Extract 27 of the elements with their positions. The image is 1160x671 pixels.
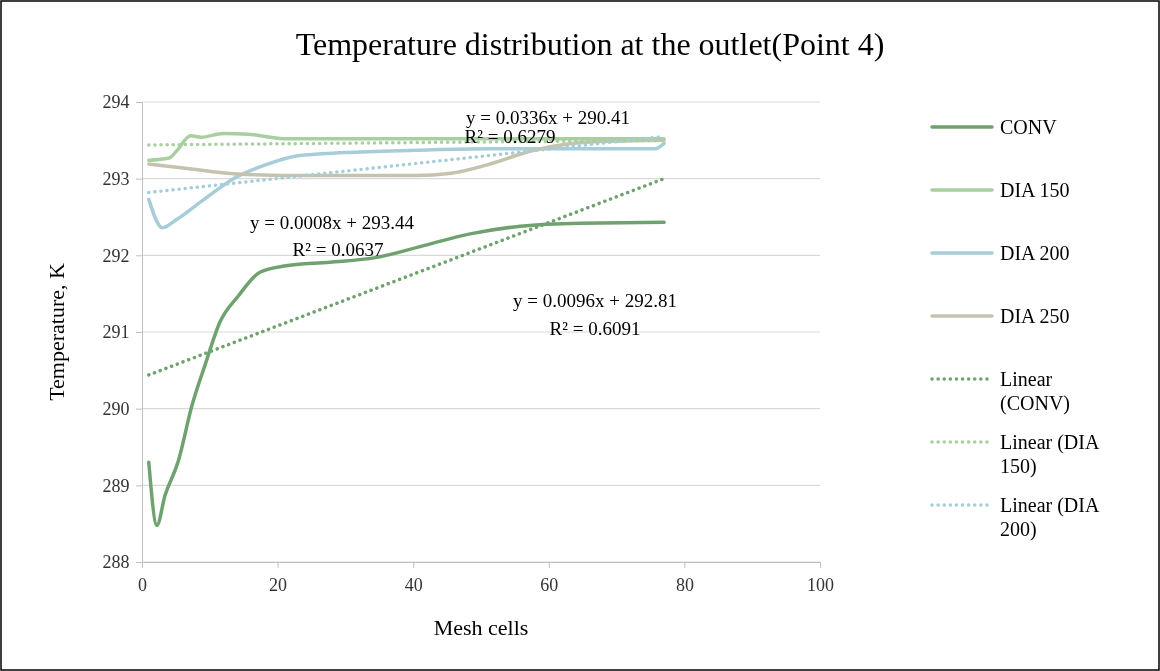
legend-label: DIA 250 [1000,305,1070,327]
annotation: R² = 0.6091 [549,317,641,339]
x-axis-title: Mesh cells [433,615,529,640]
y-tick-label: 291 [102,322,130,343]
x-tick-label: 60 [540,574,559,595]
y-tick-label: 288 [102,552,130,573]
annotation: y = 0.0096x + 292.81 [513,289,677,311]
y-tick-label: 294 [102,92,130,113]
y-tick-label: 289 [102,475,130,496]
legend-label: DIA 150 [1000,179,1070,201]
annotation: R² = 0.0637 [292,238,384,260]
legend-label: Linear (CONV) [1000,368,1070,415]
y-axis-title: Temperature, K [44,263,69,401]
chart-title: Temperature distribution at the outlet(Point 4) [295,26,885,62]
legend-label: CONV [1000,116,1058,138]
x-tick-label: 40 [404,574,423,595]
annotation: y = 0.0008x + 293.44 [250,211,415,233]
x-tick-label: 80 [675,574,694,595]
x-tick-label: 0 [138,574,147,595]
legend-label: DIA 200 [1000,242,1070,264]
legend-label: Linear (DIA 150) [1000,431,1100,478]
x-tick-label: 100 [807,574,834,595]
legend-label: Linear (DIA 200) [1000,494,1100,541]
y-tick-label: 292 [102,245,130,266]
x-tick-label: 20 [269,574,288,595]
y-tick-label: 293 [102,168,130,189]
y-tick-label: 290 [102,398,130,419]
